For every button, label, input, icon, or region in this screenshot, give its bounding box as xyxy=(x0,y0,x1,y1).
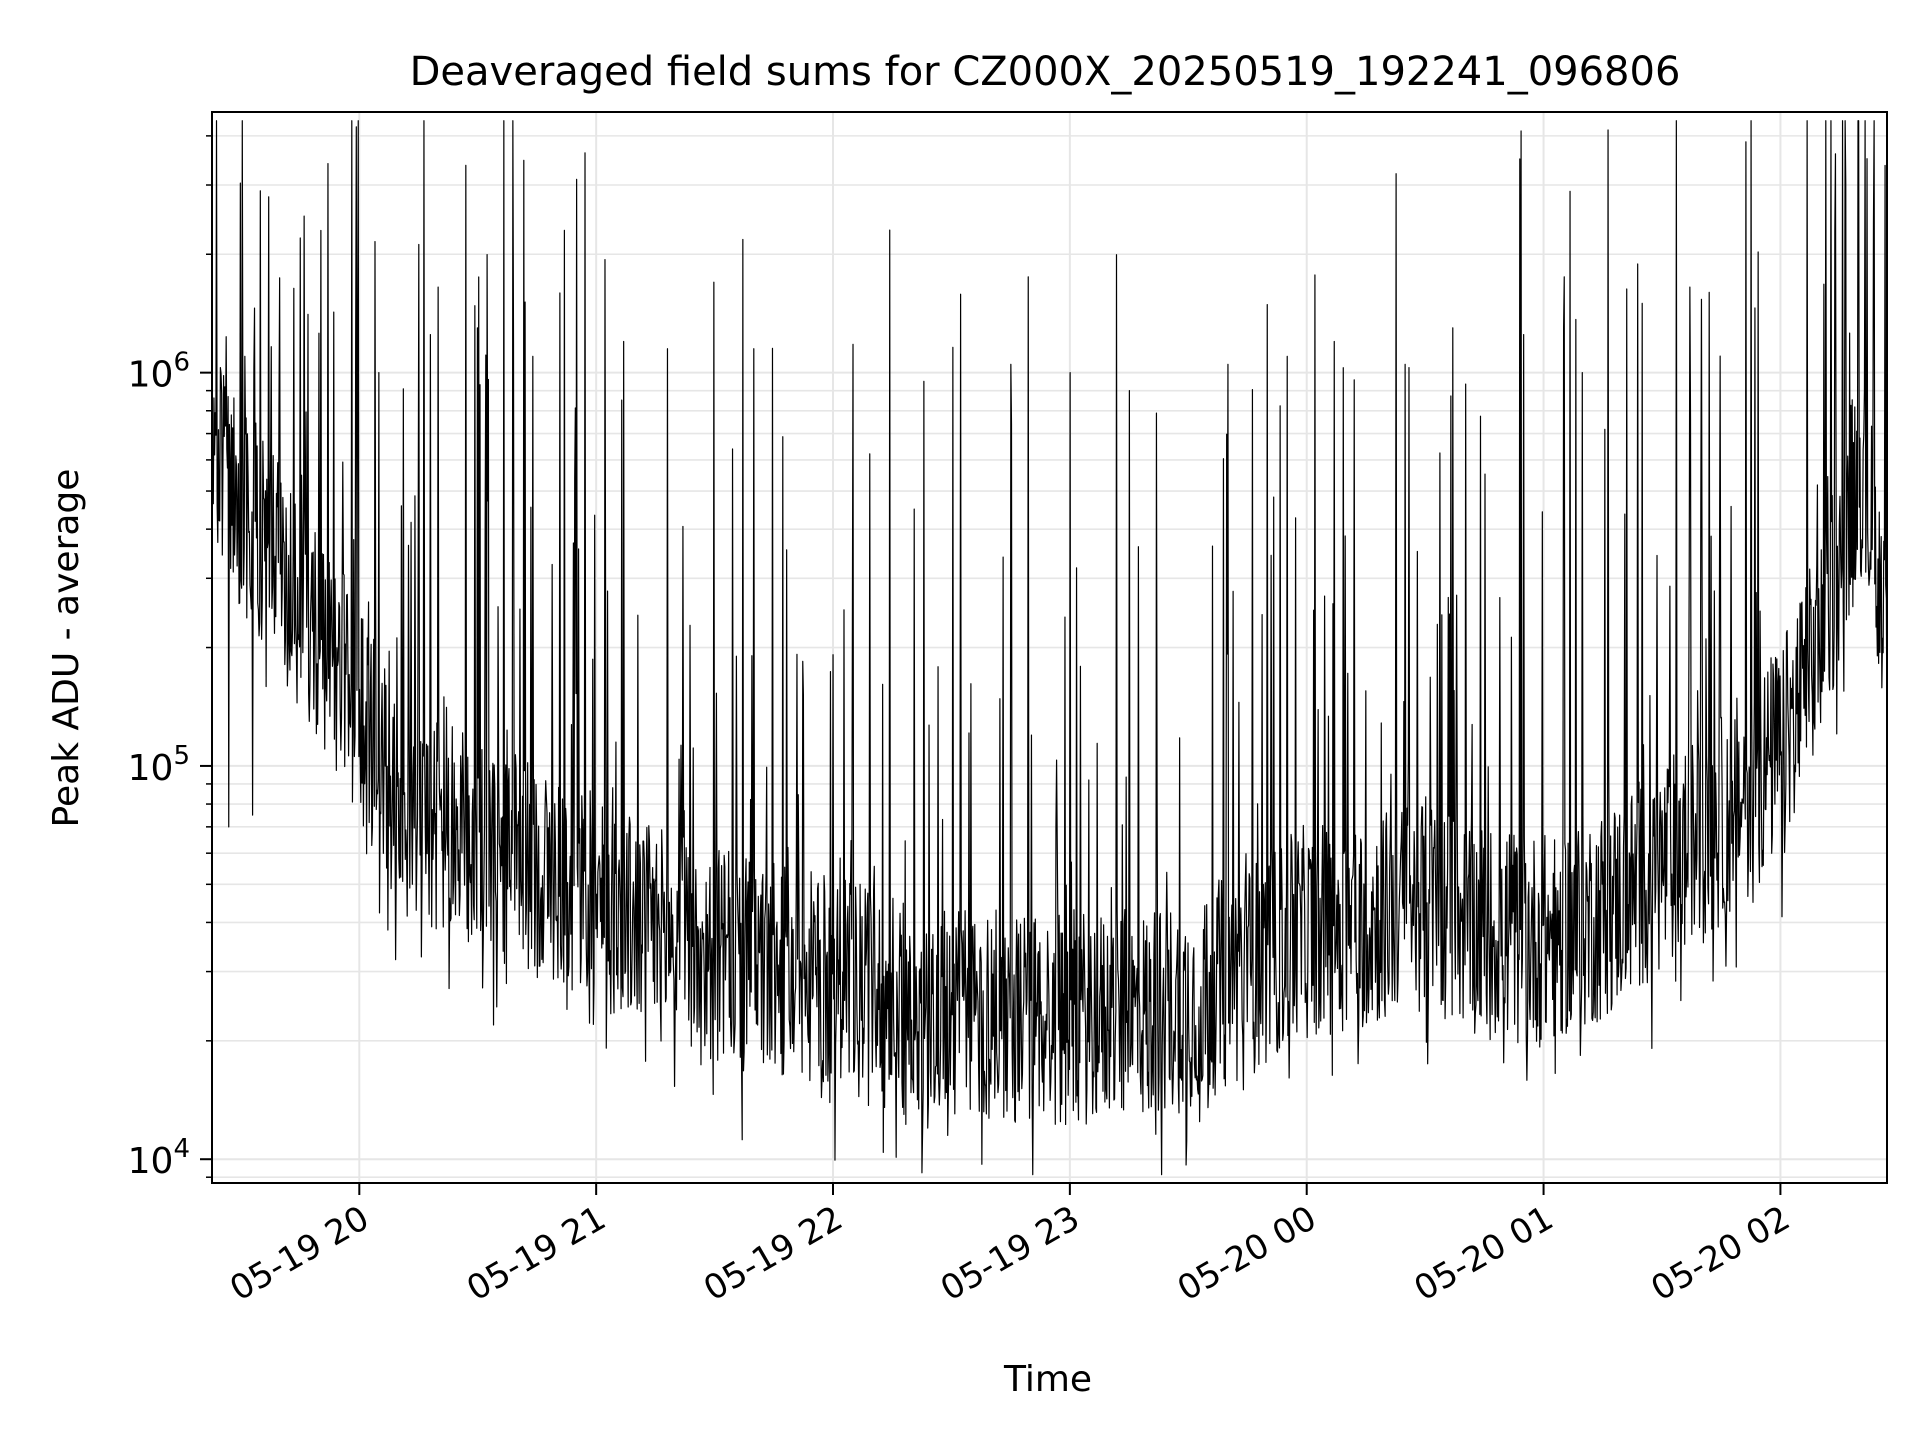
y-tick-label: 105 xyxy=(128,741,190,789)
x-tick-label: 05-20 01 xyxy=(1408,1198,1560,1309)
chart-title: Deaveraged field sums for CZ000X_2025051… xyxy=(410,49,1681,95)
series-layer xyxy=(211,120,1888,1176)
x-tick-label: 05-19 20 xyxy=(223,1198,375,1309)
series-line xyxy=(211,120,1888,1176)
x-tick-label: 05-19 23 xyxy=(934,1198,1086,1309)
y-tick-label: 104 xyxy=(128,1134,190,1182)
y-axis-label: Peak ADU - average xyxy=(46,469,87,828)
x-axis: 05-19 20 05-19 21 05-19 22 05-19 23 05-20 00… xyxy=(223,1183,1797,1309)
x-tick-label: 05-20 00 xyxy=(1171,1198,1323,1309)
x-tick-label: 05-19 22 xyxy=(697,1198,849,1309)
y-axis: 104 105 106 xyxy=(128,135,212,1182)
y-tick-label: 106 xyxy=(128,348,190,396)
x-tick-label: 05-19 21 xyxy=(460,1198,612,1309)
x-axis-label: Time xyxy=(1003,1359,1092,1400)
x-tick-label: 05-20 02 xyxy=(1645,1198,1797,1309)
